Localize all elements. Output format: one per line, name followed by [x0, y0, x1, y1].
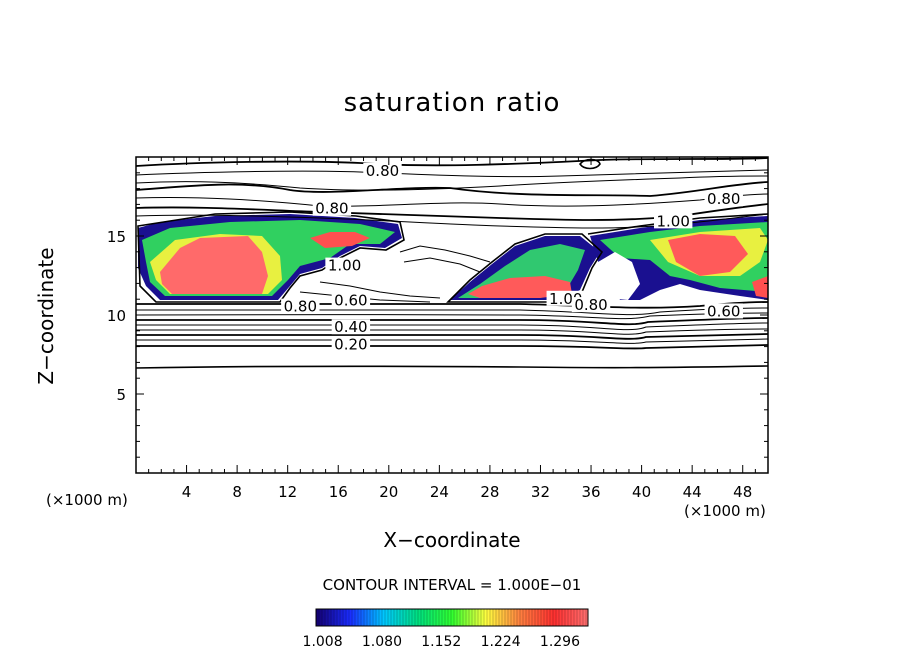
contour-label: 0.80 — [366, 162, 399, 180]
x-tick-label: 40 — [632, 483, 651, 501]
saturation-fill-layer — [138, 214, 768, 300]
colorbar-labels: 1.008 1.080 1.152 1.224 1.296 — [303, 634, 581, 650]
y-axis: 5 10 15 — [107, 172, 768, 458]
contour-label: 0.20 — [334, 336, 367, 354]
contour-label-bg — [571, 297, 611, 313]
west-cloud-patch — [310, 232, 370, 248]
contour-line — [136, 307, 768, 316]
contour-label: 0.80 — [284, 298, 317, 316]
contour-line — [319, 281, 441, 299]
x-tick-label: 12 — [278, 483, 297, 501]
contour-line — [136, 175, 768, 191]
contour-label-bg — [325, 257, 364, 273]
x-unit-label-right: (×1000 m) — [684, 502, 766, 520]
contour-label: 0.80 — [315, 200, 348, 218]
contour-label: 1.00 — [328, 257, 361, 275]
colorbar-tick-label: 1.008 — [303, 634, 343, 650]
contour-line — [136, 322, 768, 331]
contour-line — [136, 344, 768, 350]
contour-label-bg — [704, 303, 743, 319]
x-unit-label-left: (×1000 m) — [46, 491, 128, 509]
y-tick-label: 10 — [107, 307, 126, 325]
contour-label: 1.00 — [656, 212, 689, 230]
contour-line — [136, 193, 768, 207]
x-tick-label: 8 — [232, 483, 242, 501]
x-tick-label: 16 — [329, 483, 348, 501]
contour-line — [136, 317, 768, 326]
colorbar-tick-label: 1.152 — [421, 634, 461, 650]
colorbar-stripes — [318, 609, 587, 626]
contour-line — [399, 245, 491, 263]
contour-label: 0.80 — [707, 190, 740, 208]
contour-label-bg — [312, 200, 352, 216]
contour-line — [579, 158, 601, 170]
contour-label: 0.60 — [334, 291, 367, 309]
contour-label-bg — [281, 298, 320, 314]
west-cloud-core — [160, 236, 268, 294]
chart-title: saturation ratio — [343, 88, 561, 118]
east-cloud-edge — [752, 276, 768, 298]
x-axis: 4 8 12 16 20 24 28 32 36 40 44 48 — [148, 157, 756, 501]
contour-line — [403, 257, 481, 273]
contour-line — [136, 333, 768, 340]
x-tick-label: 44 — [683, 483, 702, 501]
x-tick-label: 48 — [733, 483, 752, 501]
colorbar-tick-label: 1.080 — [362, 634, 402, 650]
contour-line — [136, 301, 768, 309]
east-cloud-core — [668, 234, 748, 276]
x-tick-label: 4 — [182, 483, 192, 501]
contour-label: 0.80 — [574, 296, 607, 314]
y-tick-label: 5 — [116, 386, 126, 404]
x-tick-label: 28 — [480, 483, 499, 501]
x-tick-label: 24 — [430, 483, 449, 501]
contour-line — [136, 338, 768, 344]
contour-label-bg — [704, 191, 743, 207]
contour-line — [136, 169, 768, 178]
colorbar-fill — [315, 608, 589, 627]
colorbar-tick-label: 1.296 — [540, 634, 580, 650]
east-clear-gap — [596, 252, 640, 300]
contour-line — [136, 328, 768, 335]
x-tick-label: 20 — [379, 483, 398, 501]
colorbar-tick-label: 1.224 — [481, 634, 521, 650]
contour-label: 0.40 — [334, 318, 367, 336]
contour-label-bg — [331, 292, 371, 308]
contour-line — [136, 157, 768, 167]
x-tick-label: 36 — [581, 483, 600, 501]
contour-line — [136, 365, 768, 369]
contour-labels: 0.800.800.801.001.000.80 0.600.400.201.00… — [281, 162, 743, 354]
contour-label-bg — [363, 162, 402, 178]
contour-line — [136, 312, 768, 320]
contour-label-bg — [331, 319, 371, 335]
contour-label-bg — [654, 213, 693, 229]
y-tick-label: 15 — [107, 228, 126, 246]
central-cloud-core — [468, 276, 572, 298]
contour-line — [136, 181, 768, 197]
x-tick-label: 32 — [531, 483, 550, 501]
contour-label: 0.60 — [707, 302, 740, 320]
contour-label-bg — [331, 336, 371, 352]
colorbar: 1.008 1.080 1.152 1.224 1.296 — [303, 608, 589, 650]
x-axis-label: X−coordinate — [383, 528, 521, 552]
contour-interval-label: CONTOUR INTERVAL = 1.000E−01 — [322, 576, 582, 594]
